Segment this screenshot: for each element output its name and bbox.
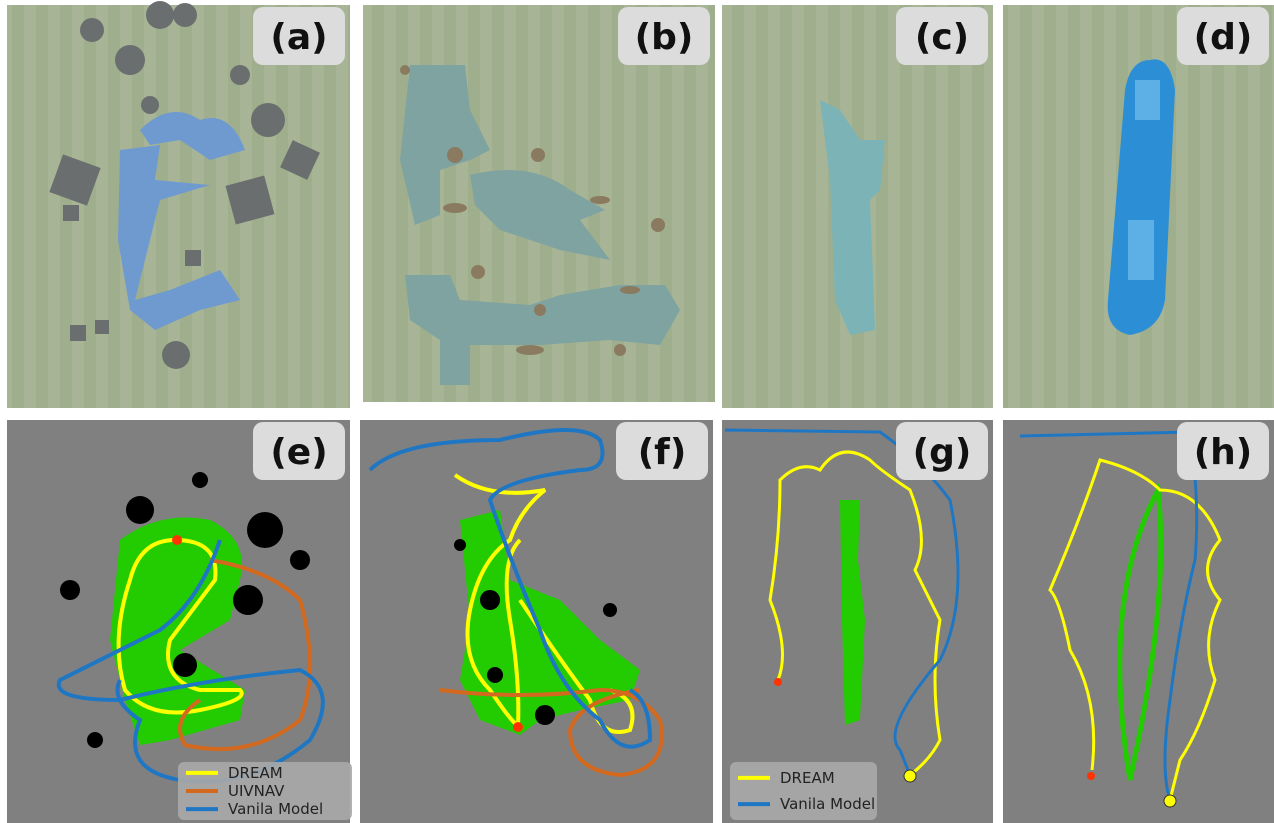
panel-label: (e) [270,432,327,473]
legend-label: UIVNAV [228,782,285,800]
figure: (a)(b)(c)(d)(e)DREAMUIVNAVVanila Model(f… [0,0,1274,823]
legend-label: DREAM [228,764,283,782]
map-h [1003,420,1274,823]
legend-label: Vanila Model [780,795,875,813]
panel-label: (h) [1194,432,1253,473]
panel-label: (c) [915,17,969,58]
panel-label: (a) [270,17,327,58]
panel-label: (f) [638,432,687,473]
panel-label: (g) [913,432,972,473]
panel-label: (b) [635,17,694,58]
legend-label: Vanila Model [228,800,323,818]
legend-label: DREAM [780,769,835,787]
panel-label: (d) [1194,17,1253,58]
